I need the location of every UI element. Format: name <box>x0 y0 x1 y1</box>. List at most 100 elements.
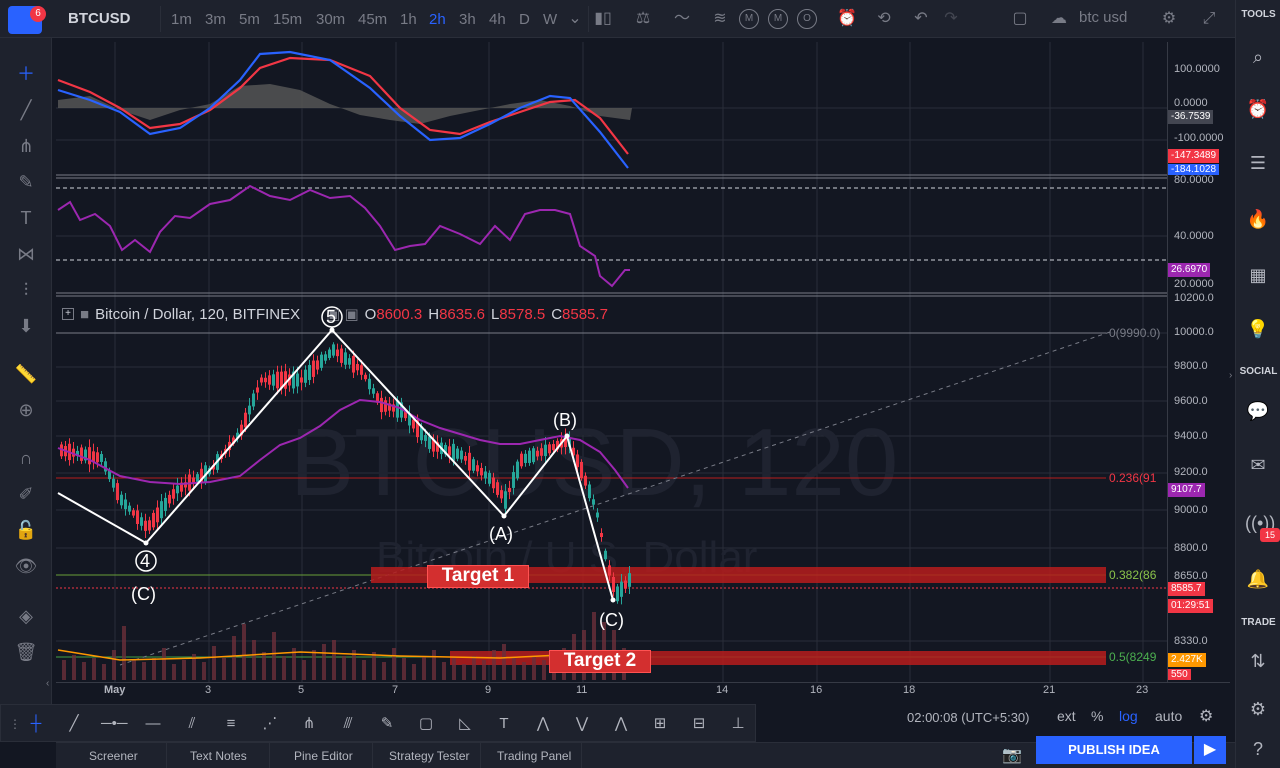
price-chart[interactable]: BTCUSD, 120 Bitcoin / U.S. Dollar <box>56 42 1167 682</box>
triangle-tool-icon[interactable]: ◺ <box>459 715 471 732</box>
utc-time[interactable]: 02:00:08 (UTC+5:30) <box>907 710 1030 725</box>
tab-pine-editor[interactable]: Pine Editor <box>294 749 353 763</box>
timeframe-1h[interactable]: 1h <box>400 11 417 28</box>
line-chart-icon[interactable]: 〜 <box>673 10 690 27</box>
private-chat-icon[interactable]: ✉ <box>1250 455 1266 475</box>
tab-screener[interactable]: Screener <box>89 749 138 763</box>
trash-icon[interactable]: 🗑 <box>14 642 38 662</box>
trend-line-tool-icon[interactable]: ╱ <box>69 715 79 732</box>
log-scale-toggle[interactable]: log <box>1119 708 1138 724</box>
chat-icon[interactable]: 💬 <box>1246 401 1270 421</box>
publish-dropdown-icon[interactable]: ▶ <box>1194 736 1226 764</box>
timeframe-30m[interactable]: 30m <box>316 11 346 28</box>
redo-icon[interactable]: ↷ <box>944 10 958 27</box>
eye-icon[interactable]: 👁 <box>14 556 38 576</box>
legend-settings-icon[interactable]: ▣ ▣ <box>326 306 359 323</box>
gann-fan-icon[interactable]: ⫻ <box>343 715 353 732</box>
zoom-in-icon[interactable]: ⊕ <box>18 400 34 420</box>
layout-icon[interactable]: ▢ <box>1012 10 1028 27</box>
extended-hours-toggle[interactable]: ext <box>1057 708 1076 724</box>
saved-layout-name[interactable]: btc usd <box>1079 9 1128 26</box>
hotlist-fire-icon[interactable]: 🔥 <box>1246 209 1270 229</box>
magnet-icon[interactable]: ∩ <box>19 448 33 468</box>
ruler-icon[interactable]: 📏 <box>14 364 38 384</box>
parallel-channel-icon[interactable]: ⫽ <box>188 715 196 732</box>
cloud-icon[interactable]: ☁ <box>1051 10 1067 27</box>
lock-icon[interactable]: 🔓 <box>14 520 38 540</box>
indicators-icon[interactable]: ≋ <box>713 10 727 27</box>
compare-icon[interactable]: ⚖ <box>635 10 651 27</box>
text-tool-bottom-icon[interactable]: T <box>499 715 509 732</box>
fib-fan-icon[interactable]: ⋰ <box>262 715 278 732</box>
tab-strategy-tester[interactable]: Strategy Tester <box>389 749 470 763</box>
pattern-icon[interactable]: ⋈ <box>17 244 35 264</box>
fullscreen-icon[interactable]: ⤢ <box>1202 10 1216 27</box>
percent-scale-toggle[interactable]: % <box>1091 708 1104 724</box>
panel-collapse-icon[interactable]: › <box>1229 370 1233 381</box>
prediction-icon[interactable]: ⫶ <box>23 280 29 300</box>
symbol-search[interactable]: BTCUSD <box>68 10 131 27</box>
lock-drawing-icon[interactable]: ✐ <box>18 484 34 504</box>
order-panel-icon[interactable]: ⇅ <box>1250 651 1266 671</box>
snapshot-camera-icon[interactable]: 📷 <box>1002 747 1022 764</box>
timeframe-5m[interactable]: 5m <box>239 11 260 28</box>
text-tool-icon[interactable]: T <box>20 208 32 228</box>
expand-icon[interactable]: + <box>62 308 74 320</box>
help-icon[interactable]: ? <box>1252 739 1263 759</box>
timeframe-45m[interactable]: 45m <box>358 11 388 28</box>
notifications-bell-icon[interactable]: 🔔 <box>1246 569 1270 589</box>
brush-tool-icon[interactable]: ✎ <box>380 715 394 732</box>
indicator-m-icon[interactable]: M <box>739 9 759 29</box>
rectangle-tool-icon[interactable]: ▢ <box>418 715 434 732</box>
date-range-icon[interactable]: ⊥ <box>731 715 745 732</box>
indicator-m2-icon[interactable]: M <box>768 9 788 29</box>
replay-icon[interactable]: ⟲ <box>877 10 891 27</box>
arrow-down-icon[interactable]: ⬇ <box>18 316 34 336</box>
fib-retracement-icon[interactable]: ≡ <box>226 715 236 732</box>
ideas-lightbulb-icon[interactable]: 💡 <box>1246 319 1270 339</box>
trend-line-icon[interactable]: ╱ <box>20 100 32 120</box>
tab-trading-panel[interactable]: Trading Panel <box>497 749 572 763</box>
chevron-down-icon[interactable]: ⌄ <box>568 10 582 27</box>
crosshair-icon[interactable]: ＋ <box>17 64 35 84</box>
watchlist-icon[interactable]: ⌕ <box>1252 47 1264 67</box>
alarm-icon[interactable]: ⏰ <box>1246 99 1270 119</box>
drag-handle-icon[interactable]: ⋮ <box>9 717 21 731</box>
alert-clock-icon[interactable]: ⏰ <box>837 10 857 27</box>
pitchfork-icon[interactable]: ⋔ <box>18 136 34 156</box>
scale-settings-gear-icon[interactable]: ⚙ <box>1199 708 1214 725</box>
abc-wave-icon[interactable]: ⋀ <box>614 715 628 732</box>
timeframe-3m[interactable]: 3m <box>205 11 226 28</box>
tab-text-notes[interactable]: Text Notes <box>190 749 247 763</box>
cursor-tool-icon[interactable]: ┼ <box>30 715 42 732</box>
publish-idea-button[interactable]: PUBLISH IDEA <box>1036 736 1192 764</box>
timeframe-4h[interactable]: 4h <box>489 11 506 28</box>
long-position-icon[interactable]: ⊞ <box>653 715 667 732</box>
candles-icon[interactable]: ▮▯ <box>594 10 612 27</box>
broker-icon[interactable]: ⚙ <box>1249 699 1267 719</box>
horizontal-line-icon[interactable]: — <box>145 715 161 732</box>
calendar-icon[interactable]: ▦ <box>1249 265 1267 285</box>
timeframe-d[interactable]: D <box>519 11 530 28</box>
brush-icon[interactable]: ✎ <box>18 172 34 192</box>
timeframe-1m[interactable]: 1m <box>171 11 192 28</box>
timeframe-15m[interactable]: 15m <box>273 11 303 28</box>
time-axis-label: 18 <box>903 684 916 696</box>
price-axis[interactable] <box>1167 42 1229 682</box>
collapse-toolbar-icon[interactable]: ‹ <box>46 678 50 689</box>
elliott-impulse-icon[interactable]: ⋀ <box>536 715 550 732</box>
settings-gear-icon[interactable]: ⚙ <box>1161 10 1177 27</box>
data-window-icon[interactable]: ☰ <box>1249 153 1267 173</box>
timeframe-2h[interactable]: 2h <box>429 11 446 28</box>
short-position-icon[interactable]: ⊟ <box>692 715 706 732</box>
timeframe-w[interactable]: W <box>543 11 558 28</box>
layers-icon[interactable]: ◈ <box>19 606 33 626</box>
indicator-o-icon[interactable]: O <box>797 9 817 29</box>
elliott-correction-icon[interactable]: ⋁ <box>575 715 589 732</box>
horizontal-ray-icon[interactable]: ─•─ <box>101 715 128 732</box>
auto-scale-toggle[interactable]: auto <box>1155 708 1183 724</box>
pitchfork-tool-icon[interactable]: ⋔ <box>302 715 316 732</box>
candle-body <box>356 364 359 371</box>
undo-icon[interactable]: ↶ <box>914 10 928 27</box>
timeframe-3h[interactable]: 3h <box>459 11 476 28</box>
